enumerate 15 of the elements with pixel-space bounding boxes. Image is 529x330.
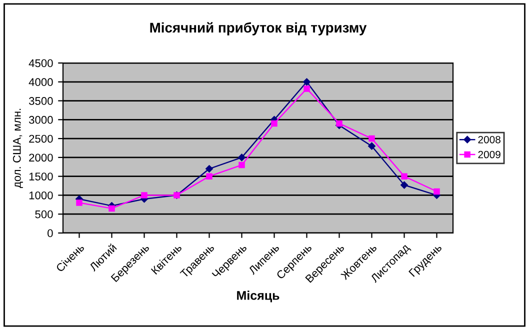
x-axis-title: Місяць [237,290,280,302]
y-tick-label: 2000 [29,154,53,162]
legend-label: 2008 [478,136,500,144]
y-axis-title: дол. США, млн. [12,108,23,188]
y-tick-label: 1500 [29,172,53,180]
y-tick-label: 500 [35,210,53,218]
y-tick-label: 4000 [28,78,53,86]
y-tick-label: 1000 [29,191,53,200]
legend-label: 2009 [478,150,500,158]
y-tick-label: 3000 [28,116,53,124]
y-tick-label: 4500 [28,59,53,68]
y-tick-label: 2500 [29,134,53,143]
y-tick-label: 0 [48,229,53,238]
y-tick-label: 3500 [28,97,53,105]
chart-title: Місячний прибуток від туризму [150,22,367,36]
